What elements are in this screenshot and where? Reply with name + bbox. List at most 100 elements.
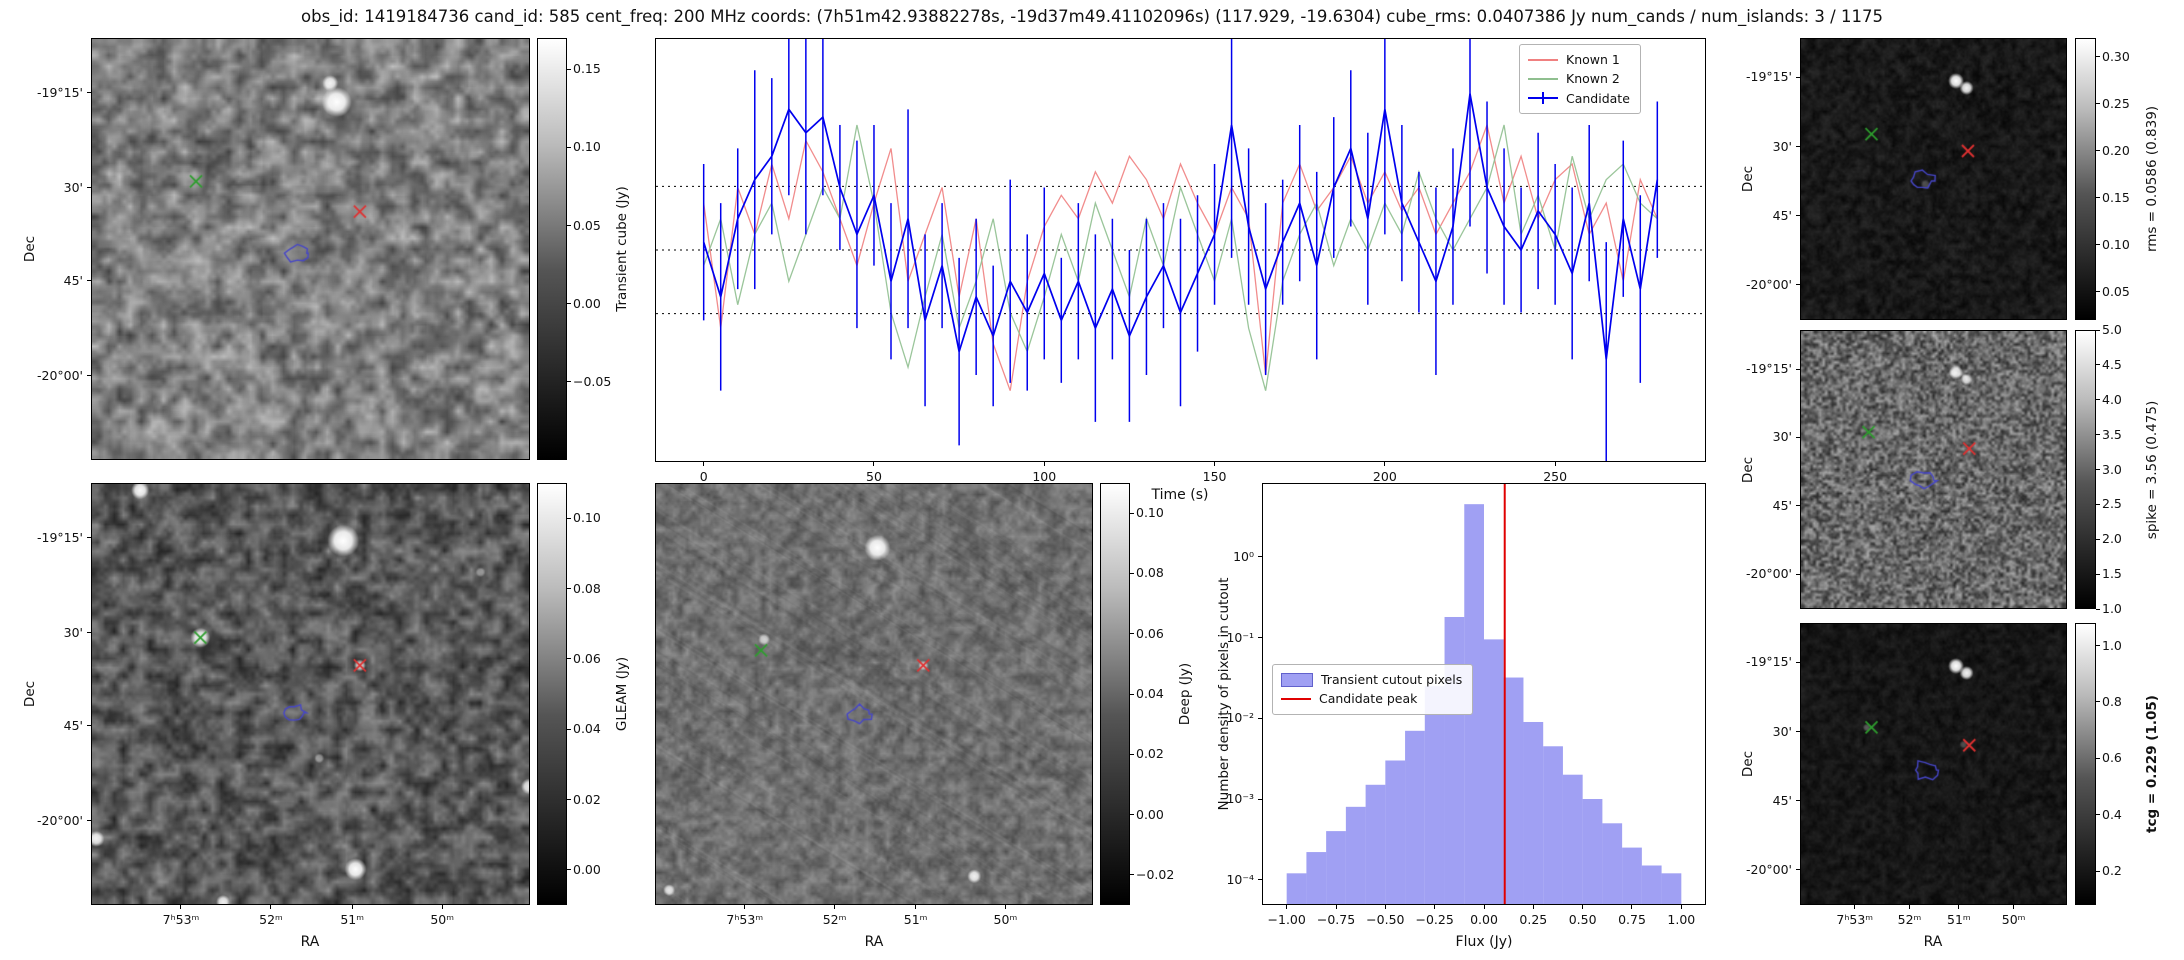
colorbar-tick-label: 1.0 <box>2102 601 2122 616</box>
lc-xtick-label: 200 <box>1372 469 1397 484</box>
colorbar-tick-label: 0.6 <box>2102 750 2122 766</box>
tick-mark <box>2096 503 2100 505</box>
tick-mark <box>2096 244 2100 246</box>
colorbar-tick-label: 4.0 <box>2102 391 2122 407</box>
tick-mark <box>87 375 91 377</box>
hist-ytick-label: 10⁰ <box>1233 548 1254 564</box>
gleam-colorbar-label: GLEAM (Jy) <box>614 656 630 732</box>
tick-mark <box>567 728 571 730</box>
dec-tick-label: 30' <box>1772 429 1792 445</box>
deep-image <box>656 484 1092 904</box>
tick-mark <box>2096 399 2100 401</box>
tick-mark <box>2096 608 2100 610</box>
histogram-chart <box>1286 484 1682 904</box>
colorbar-tick-label: 0.10 <box>573 510 601 526</box>
colorbar-tick-label: 0.06 <box>573 650 601 666</box>
tick-mark <box>567 68 571 70</box>
histogram-legend: Transient cutout pixels Candidate peak <box>1272 664 1474 715</box>
candidate-errorbar-cap <box>1542 92 1544 105</box>
deep-colorbar-label: Deep (Jy) <box>1177 662 1193 726</box>
dec-tick-label: 45' <box>63 717 83 733</box>
tick-mark <box>1258 717 1262 719</box>
candidate-peak-line-sample <box>1281 698 1311 701</box>
tick-mark <box>1130 753 1134 755</box>
tick-mark <box>1796 76 1800 78</box>
dec-tick-label: 30' <box>1772 138 1792 154</box>
tick-mark <box>1796 573 1800 575</box>
known2-series <box>703 124 1658 391</box>
tick-mark <box>1130 693 1134 695</box>
dec-axis-label: Dec <box>22 680 38 708</box>
histogram-bar <box>1345 806 1366 904</box>
legend-item-cutout-pixels: Transient cutout pixels <box>1281 670 1462 689</box>
colorbar-tick-label: 0.00 <box>573 295 601 311</box>
ra-tick-label: 50ᵐ <box>2001 912 2026 927</box>
colorbar-tick-label: 0.06 <box>1136 625 1164 641</box>
legend-label: Candidate <box>1566 90 1630 106</box>
tick-mark <box>1258 798 1262 800</box>
ra-axis-label: RA <box>300 934 320 950</box>
lightcurve-x-axis-label: Time (s) <box>1151 487 1209 503</box>
dec-tick-label: -20°00' <box>1745 566 1792 582</box>
tick-mark <box>2096 469 2100 470</box>
tick-mark <box>87 280 91 282</box>
tick-mark <box>1286 905 1288 909</box>
tick-mark <box>1130 572 1134 574</box>
tick-mark <box>1631 905 1633 909</box>
spike-colorbar-label: spike = 3.56 (0.475) <box>2144 400 2160 540</box>
tick-mark <box>744 905 746 909</box>
ra-axis-label: RA <box>864 934 884 950</box>
legend-label: Known 2 <box>1566 71 1620 87</box>
histogram-bar <box>1365 784 1386 904</box>
dec-tick-label: 45' <box>63 272 83 288</box>
tick-mark <box>1796 661 1800 663</box>
tick-mark <box>1554 462 1556 466</box>
colorbar-tick-label: 0.25 <box>2102 95 2130 111</box>
lightcurve-legend: Known 1 Known 2 Candidate <box>1519 44 1641 115</box>
histogram-bar <box>1326 831 1346 904</box>
dec-axis-label: Dec <box>1740 165 1756 193</box>
colorbar-tick-label: 1.0 <box>2102 637 2122 653</box>
hist-xtick-label: 0.25 <box>1519 912 1548 927</box>
hist-ytick-label: 10⁻¹ <box>1226 629 1254 645</box>
histogram-bar <box>1286 873 1307 904</box>
colorbar-tick-label: 3.0 <box>2102 461 2122 477</box>
histogram-bar <box>1562 774 1583 904</box>
known1-series <box>703 122 1658 391</box>
colorbar-tick-label: 0.02 <box>573 791 601 807</box>
colorbar-tick-label: 0.15 <box>2102 189 2130 205</box>
gleam-panel <box>91 483 530 905</box>
colorbar-tick-label: 3.5 <box>2102 426 2122 442</box>
colorbar-tick-label: 0.10 <box>1136 505 1164 521</box>
hist-xtick-label: −1.00 <box>1267 912 1306 927</box>
hist-xtick-label: 0.00 <box>1470 912 1498 927</box>
lc-xtick-label: 250 <box>1543 469 1568 484</box>
tcg-image <box>1801 624 2066 904</box>
known2-line-sample <box>1528 78 1558 81</box>
histogram-bar <box>1641 865 1662 904</box>
histogram-bar <box>1306 852 1327 904</box>
tick-mark <box>87 537 91 539</box>
dec-tick-label: -20°00' <box>36 812 83 828</box>
legend-item-known1: Known 1 <box>1528 50 1630 69</box>
tick-mark <box>270 905 272 909</box>
hist-xtick-label: −0.50 <box>1366 912 1405 927</box>
tick-mark <box>2096 573 2100 575</box>
ra-tick-label: 7ʰ53ᵐ <box>1836 912 1874 927</box>
histogram-y-axis-label: Number density of pixels in cutout <box>1216 577 1232 811</box>
tick-mark <box>567 658 571 660</box>
hist-xtick-label: 0.75 <box>1618 912 1646 927</box>
colorbar-tick-label: 0.04 <box>1136 686 1164 701</box>
histogram-bar <box>1523 721 1544 904</box>
lightcurve-chart <box>656 39 1705 461</box>
histogram-bar <box>1503 677 1524 904</box>
tick-mark <box>2013 905 2015 909</box>
tcg-colorbar <box>2075 623 2096 905</box>
tick-mark <box>351 905 353 909</box>
colorbar-tick-label: 0.2 <box>2102 863 2122 879</box>
tick-mark <box>567 588 571 589</box>
dec-tick-label: -19°15' <box>1745 69 1792 85</box>
tick-mark <box>2096 757 2100 759</box>
tick-mark <box>1434 905 1436 909</box>
ra-tick-label: 7ʰ53ᵐ <box>726 912 764 927</box>
